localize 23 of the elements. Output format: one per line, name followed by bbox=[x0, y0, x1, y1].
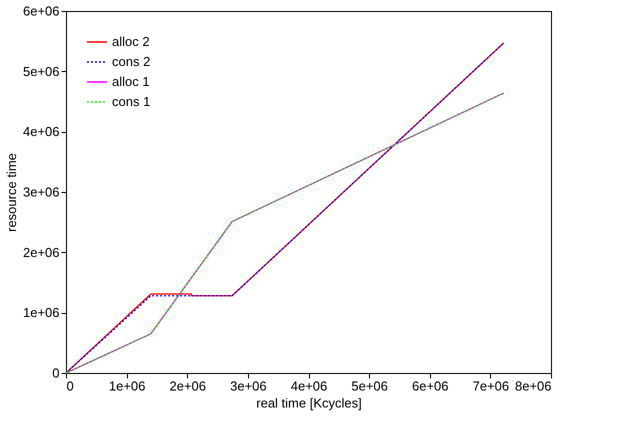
legend-label: cons 2 bbox=[112, 54, 150, 69]
x-tick-label: 0 bbox=[66, 378, 74, 394]
x-tick-label: 2e+06 bbox=[169, 378, 206, 394]
legend-label: alloc 2 bbox=[112, 34, 150, 49]
legend-label: cons 1 bbox=[112, 94, 150, 109]
y-tick-label: 6e+06 bbox=[22, 4, 60, 18]
y-tick-label: 5e+06 bbox=[22, 64, 60, 79]
x-tick-label: 7e+06 bbox=[472, 378, 510, 394]
x-axis-title: real time [Kcycles] bbox=[256, 396, 362, 410]
x-tick-label: 4e+06 bbox=[290, 378, 328, 394]
y-axis-title: resource time bbox=[4, 153, 19, 232]
y-tick-label: 0 bbox=[52, 366, 60, 380]
legend-label: alloc 1 bbox=[112, 74, 150, 89]
line-series bbox=[65, 92, 504, 374]
x-tick-label: 6e+06 bbox=[412, 378, 449, 394]
x-tick-label: 1e+06 bbox=[108, 378, 146, 394]
y-tick-label: 2e+06 bbox=[22, 244, 60, 260]
x-tick-label: 8e+06 bbox=[514, 378, 552, 394]
x-tick-label: 5e+06 bbox=[351, 378, 388, 394]
x-tick-label: 3e+06 bbox=[230, 378, 267, 394]
y-tick-label: 4e+06 bbox=[22, 124, 60, 140]
y-tick-label: 3e+06 bbox=[22, 184, 60, 200]
y-tick-label: 1e+06 bbox=[22, 305, 60, 320]
